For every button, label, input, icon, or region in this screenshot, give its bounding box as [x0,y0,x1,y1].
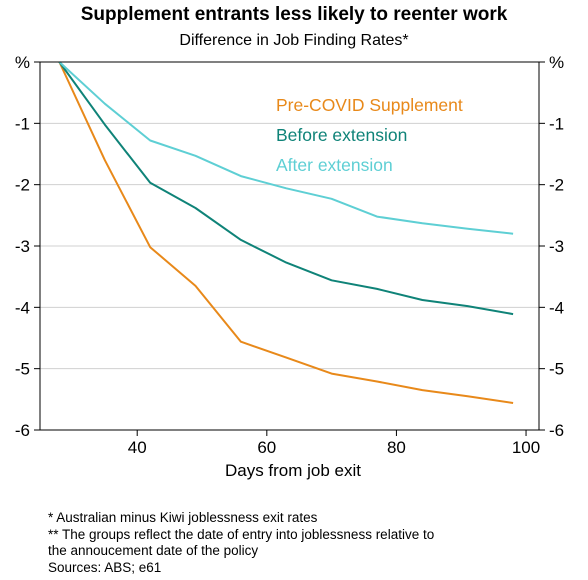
series-line [58,61,514,316]
chart-subtitle: Difference in Job Finding Rates* [179,32,409,49]
legend-entry: Before extension [276,125,407,145]
series-lines [58,61,514,404]
footnote-line: the annoucement date of the policy [48,543,259,558]
y-tick-label: % [15,53,30,72]
x-axis-label: Days from job exit [225,461,361,480]
y-tick-label: -2 [15,176,30,195]
x-tick-label: 100 [512,438,540,457]
gridlines [40,122,539,370]
y-tick-label: % [549,53,564,72]
y-tick-label: -4 [549,298,564,317]
y-axis-right: % -1 -2 -3 -4 -5 -6 [539,53,564,440]
x-tick-label: 60 [257,438,276,457]
series-line [58,61,514,235]
line-chart: % -1 -2 -3 -4 -5 -6 % -1 -2 -3 -4 -5 -6 40 60 80 100 Da… [15,53,564,480]
chart-title: Supplement entrants less likely to reent… [80,4,508,25]
footnote-line: * Australian minus Kiwi joblessness exit… [48,510,318,525]
series-line [58,61,514,404]
y-tick-label: -5 [549,360,564,379]
legend-entry: After extension [276,155,393,175]
y-tick-label: -3 [549,237,564,256]
footnote-line: ** The groups reflect the date of entry … [48,526,435,542]
y-tick-label: -3 [15,237,30,256]
y-tick-label: -1 [15,114,30,133]
x-tick-label: 40 [128,438,147,457]
y-tick-label: -1 [549,114,564,133]
y-tick-label: -4 [15,298,30,317]
x-axis: 40 60 80 100 [128,430,540,457]
y-tick-label: -5 [15,360,30,379]
legend-entry: Pre-COVID Supplement [276,95,463,115]
x-tick-label: 80 [387,438,406,457]
footnotes: * Australian minus Kiwi joblessness exit… [48,510,434,576]
legend: Pre-COVID Supplement Before extension Afte… [276,95,463,175]
footnote-line: Sources: ABS; e61 [48,559,162,575]
y-tick-label: -6 [15,421,30,440]
y-axis-left: % -1 -2 -3 -4 -5 -6 [15,53,40,440]
y-tick-label: -6 [549,421,564,440]
y-tick-label: -2 [549,176,564,195]
